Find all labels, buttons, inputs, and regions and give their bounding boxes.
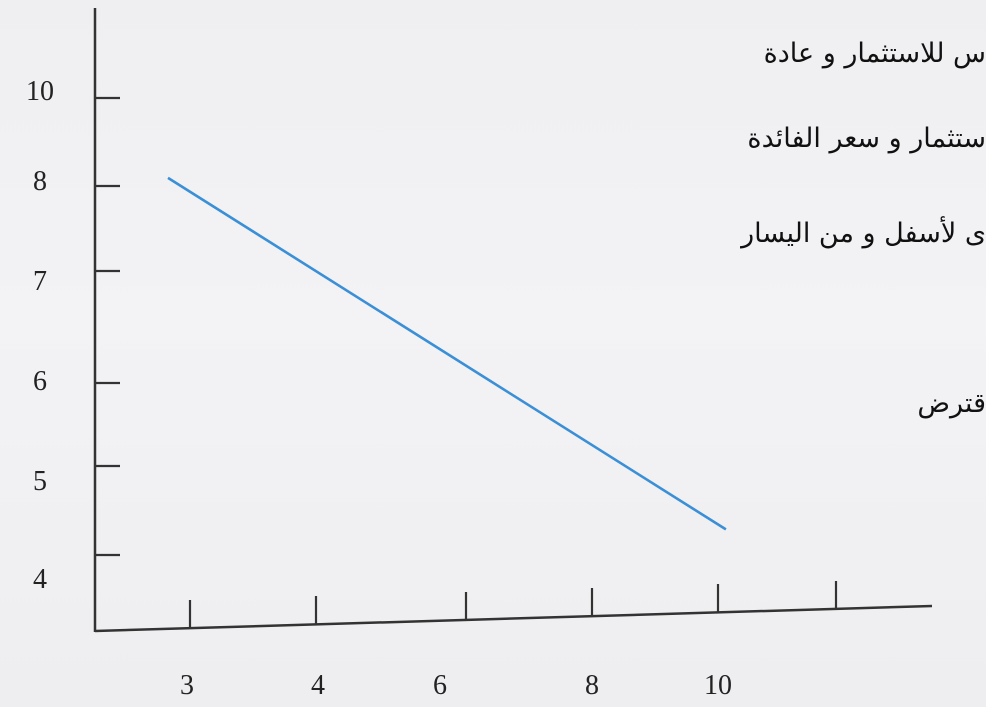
arabic-line-4: قترض [917, 388, 986, 419]
x-tick-label: 3 [180, 670, 194, 701]
arabic-line-3: ى لأسفل و من اليسار [741, 218, 986, 249]
y-tick-label: 7 [33, 266, 47, 297]
x-tick-label: 10 [704, 670, 732, 701]
x-tick-label: 6 [433, 670, 447, 701]
y-tick-label: 10 [26, 76, 54, 107]
y-tick-label: 8 [33, 166, 47, 197]
y-tick-label: 6 [33, 366, 47, 397]
x-tick-label: 8 [585, 670, 599, 701]
x-axis [94, 604, 933, 633]
y-tick-label: 5 [33, 466, 47, 497]
y-tick-label: 4 [33, 564, 47, 595]
y-ticks: 10 8 7 6 5 4 [26, 76, 120, 595]
x-ticks: 3 4 6 8 10 [180, 581, 838, 701]
arabic-line-1: س للاستثمار و عادة [763, 38, 986, 69]
series-line [167, 176, 727, 531]
arabic-line-2: ستثمار و سعر الفائدة [747, 123, 986, 154]
x-tick-label: 4 [311, 670, 325, 701]
